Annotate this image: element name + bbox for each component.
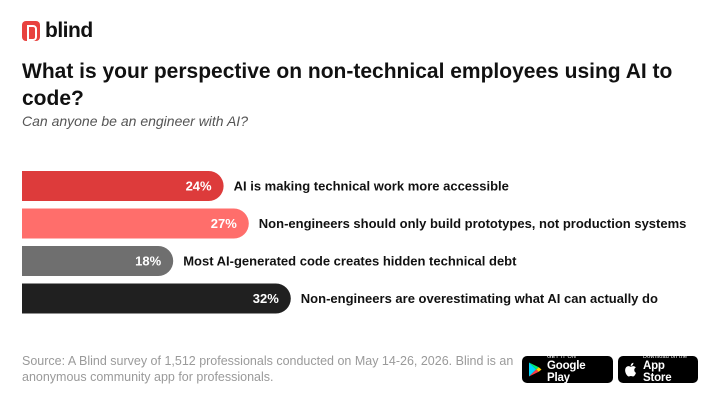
app-store-small-label: Download on the: [643, 353, 688, 360]
google-play-button[interactable]: GET IT ON Google Play: [522, 353, 613, 384]
google-play-icon: [529, 362, 542, 377]
app-store-label: App Store: [643, 360, 672, 384]
bar-value-label-3: 18%: [135, 254, 161, 269]
bar-category-label-3: Most AI-generated code creates hidden te…: [183, 254, 517, 269]
bar-3: [22, 246, 174, 276]
bar-value-label-2: 27%: [211, 216, 237, 231]
blind-logo: blind: [22, 20, 93, 41]
chart-subtitle: Can anyone be an engineer with AI?: [22, 113, 248, 129]
google-play-small-label: GET IT ON: [547, 353, 577, 360]
brand-name: blind: [45, 19, 93, 42]
bar-2: [22, 208, 249, 239]
bar-category-label-4: Non-engineers are overestimating what AI…: [301, 291, 658, 306]
app-store-button[interactable]: Download on the App Store: [618, 353, 698, 384]
bar-4: [22, 283, 291, 314]
bar-category-label-2: Non-engineers should only build prototyp…: [259, 216, 687, 231]
blind-logo-icon: [22, 20, 40, 41]
bar-value-label-4: 32%: [253, 291, 279, 306]
google-play-label: Google Play: [547, 360, 586, 384]
bar-value-label-1: 24%: [186, 179, 212, 194]
apple-icon: [625, 362, 636, 377]
source-note: Source: A Blind survey of 1,512 professi…: [22, 354, 514, 384]
bar-1: [22, 171, 224, 201]
chart-title: What is your perspective on non-technica…: [22, 60, 673, 110]
bar-category-label-1: AI is making technical work more accessi…: [234, 179, 509, 194]
